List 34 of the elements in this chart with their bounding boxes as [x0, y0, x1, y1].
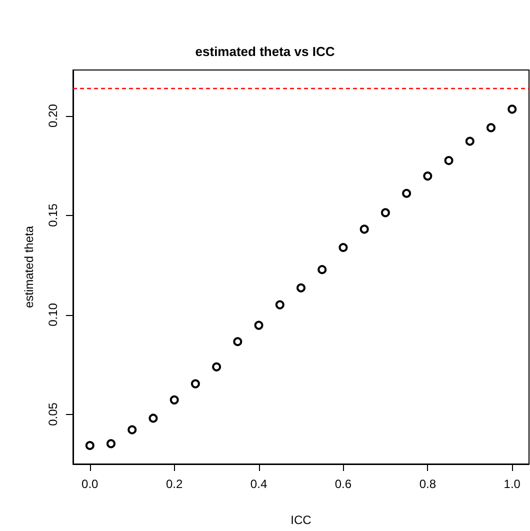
x-tick-label: 1.0	[504, 477, 521, 491]
point	[148, 414, 158, 423]
x-tick-label: 0.8	[419, 477, 436, 491]
point	[423, 172, 432, 181]
point	[360, 224, 369, 234]
point	[486, 123, 496, 132]
point	[170, 395, 179, 404]
point	[465, 136, 474, 146]
point	[508, 104, 517, 114]
x-axis-title: ICC	[290, 513, 312, 527]
point	[275, 300, 284, 310]
y-axis-title: estimated theta	[22, 226, 36, 308]
point	[254, 320, 264, 330]
y-tick-label: 0.20	[46, 104, 60, 128]
point	[212, 362, 222, 372]
point	[444, 156, 454, 166]
x-tick-label: 0.0	[82, 477, 99, 491]
y-tick-label: 0.15	[46, 203, 60, 227]
x-tick-label: 0.2	[166, 477, 183, 491]
x-tick-label: 0.4	[250, 477, 268, 491]
point	[380, 208, 390, 218]
point	[128, 425, 137, 434]
point	[318, 265, 327, 274]
point	[296, 283, 306, 292]
point	[402, 188, 412, 198]
chart-title: estimated theta vs ICC	[195, 44, 336, 59]
point	[85, 440, 94, 450]
y-tick-label: 0.10	[46, 302, 60, 326]
point	[106, 439, 116, 448]
point	[338, 243, 348, 252]
y-tick-label: 0.05	[46, 402, 60, 426]
point	[190, 379, 200, 388]
x-tick-label: 0.6	[334, 477, 352, 491]
point	[233, 337, 242, 346]
